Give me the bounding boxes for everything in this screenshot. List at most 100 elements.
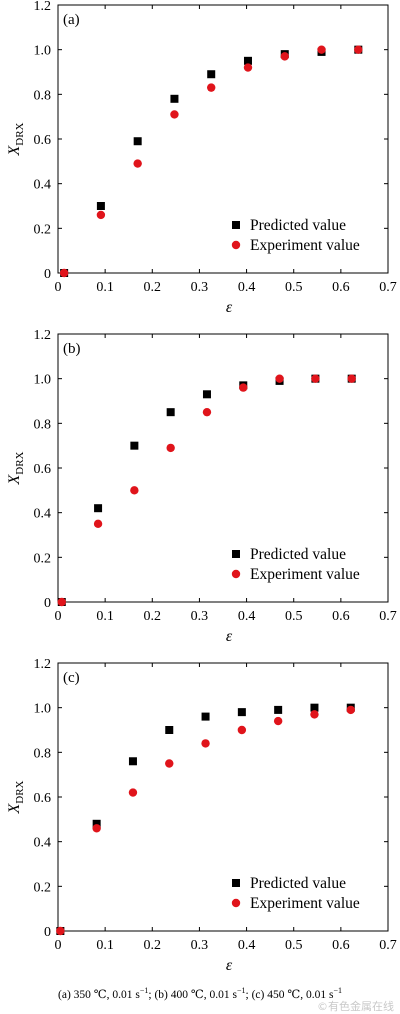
- data-point-experiment: [202, 407, 212, 417]
- x-tick-label: 0.6: [332, 938, 350, 953]
- data-point-predicted: [202, 390, 211, 399]
- legend-marker-experiment: [231, 898, 241, 908]
- x-tick-label: 0.6: [332, 280, 350, 295]
- y-tick-label: 0: [44, 267, 51, 282]
- data-point-predicted: [201, 712, 210, 721]
- y-axis-label-subscript: DRX: [14, 122, 26, 145]
- data-point-predicted: [237, 708, 246, 717]
- data-point-predicted: [128, 757, 137, 766]
- x-tick-label: 0.4: [238, 609, 256, 624]
- y-tick-label: 0.8: [34, 88, 52, 103]
- y-tick-label: 1.2: [34, 657, 52, 672]
- panel-label: (a): [63, 12, 80, 28]
- legend-label-experiment: Experiment value: [250, 237, 360, 254]
- y-tick-label: 0: [44, 925, 51, 940]
- data-point-experiment: [347, 374, 356, 383]
- data-point-experiment: [346, 705, 355, 715]
- data-point-experiment: [243, 63, 253, 72]
- panel-label: (c): [63, 670, 80, 686]
- x-axis-label: ε: [226, 299, 233, 316]
- chart-panel-3: 0 0.1 0.2 0.3 0.4 0.5 0.6 0.7 0 0.2 0.4 0.6 0.8 1.0 1.…: [6, 657, 397, 974]
- data-point-predicted: [92, 819, 101, 828]
- caption-part-b: ; (b) 400 ℃, 0.01 s: [148, 988, 237, 1001]
- y-tick-label: 1.0: [34, 702, 52, 717]
- data-point-experiment: [56, 926, 65, 936]
- y-tick-label: 0.6: [34, 462, 52, 477]
- data-point-experiment: [207, 83, 216, 92]
- data-point-experiment: [310, 710, 319, 719]
- x-axis-label: ε: [226, 957, 233, 974]
- y-tick-label: 0.8: [34, 746, 52, 761]
- data-point-experiment: [96, 210, 106, 220]
- x-tick-label: 0.7: [379, 609, 397, 624]
- legend-label-predicted: Predicted value: [250, 875, 346, 892]
- x-tick-label: 0.1: [96, 280, 114, 295]
- legend-marker-predicted: [232, 879, 240, 887]
- data-point-experiment: [275, 374, 284, 383]
- legend-marker-experiment: [231, 240, 241, 250]
- legend-marker-experiment: [231, 569, 241, 579]
- data-point-predicted: [96, 202, 105, 210]
- caption-exponent-b: −1: [236, 986, 246, 995]
- series-experiment: [59, 45, 363, 278]
- x-tick-label: 0.7: [379, 938, 397, 953]
- y-tick-label: 1.2: [34, 328, 52, 343]
- x-tick-label: 0.7: [379, 280, 397, 295]
- data-point-experiment: [280, 52, 289, 61]
- caption-part-c: ; (c) 450 ℃, 0.01 s: [245, 988, 334, 1001]
- x-tick-label: 0: [55, 609, 62, 624]
- x-tick-label: 0.4: [238, 280, 256, 295]
- x-tick-label: 0.5: [285, 938, 303, 953]
- x-tick-label: 0: [55, 938, 62, 953]
- x-tick-label: 0.6: [332, 609, 350, 624]
- data-point-experiment: [239, 383, 248, 392]
- y-tick-label: 0.2: [34, 551, 52, 566]
- chart-panel-1: 0 0.1 0.2 0.3 0.4 0.5 0.6 0.7 0 0.2 0.4 0.6 0.8 1.0 1.…: [6, 0, 397, 316]
- x-tick-label: 0.2: [144, 938, 162, 953]
- data-point-predicted: [207, 70, 216, 79]
- x-tick-label: 0.4: [238, 938, 256, 953]
- legend-label-predicted: Predicted value: [250, 217, 346, 234]
- data-point-predicted: [133, 137, 142, 146]
- data-point-experiment: [237, 725, 247, 735]
- data-point-predicted: [310, 703, 319, 712]
- y-axis-label: XDRX: [6, 451, 26, 485]
- caption-exponent-a: −1: [139, 986, 149, 995]
- caption-part-a: (a) 350 ℃, 0.01 s: [58, 988, 140, 1001]
- y-tick-label: 0.6: [34, 791, 52, 806]
- x-tick-label: 0.1: [96, 938, 114, 953]
- data-point-experiment: [130, 486, 139, 495]
- x-tick-label: 0.3: [191, 280, 209, 295]
- data-point-experiment: [201, 739, 210, 748]
- x-axis-label: ε: [226, 628, 233, 645]
- caption-exponent-c: −1: [333, 986, 342, 995]
- data-point-experiment: [59, 268, 69, 278]
- data-point-experiment: [92, 824, 101, 833]
- data-point-experiment: [128, 788, 138, 797]
- data-point-predicted: [170, 94, 179, 103]
- y-tick-label: 0.4: [34, 836, 52, 851]
- data-point-predicted: [274, 705, 283, 714]
- x-tick-label: 0.3: [191, 938, 209, 953]
- legend-marker-predicted: [232, 550, 240, 558]
- y-tick-label: 1.0: [34, 373, 52, 388]
- y-tick-label: 0.8: [34, 417, 52, 432]
- series-experiment: [56, 705, 355, 936]
- x-tick-label: 0.3: [191, 609, 209, 624]
- x-tick-label: 0: [55, 280, 62, 295]
- data-point-experiment: [133, 159, 142, 168]
- y-tick-label: 0.4: [34, 507, 52, 522]
- panel-label: (b): [63, 341, 81, 357]
- chart-panel-2: 0 0.1 0.2 0.3 0.4 0.5 0.6 0.7 0 0.2 0.4 0.6 0.8 1.0 1.…: [6, 328, 397, 645]
- y-axis-label: XDRX: [6, 122, 26, 156]
- data-point-predicted: [165, 726, 174, 734]
- x-tick-label: 0.5: [285, 280, 303, 295]
- data-point-predicted: [166, 408, 175, 417]
- data-point-predicted: [243, 56, 252, 65]
- watermark: ©有色金属在线: [317, 1000, 394, 1013]
- x-tick-label: 0.2: [144, 609, 162, 624]
- x-tick-label: 0.5: [285, 609, 303, 624]
- y-tick-label: 1.2: [34, 0, 52, 14]
- y-axis-label-subscript: DRX: [14, 451, 26, 474]
